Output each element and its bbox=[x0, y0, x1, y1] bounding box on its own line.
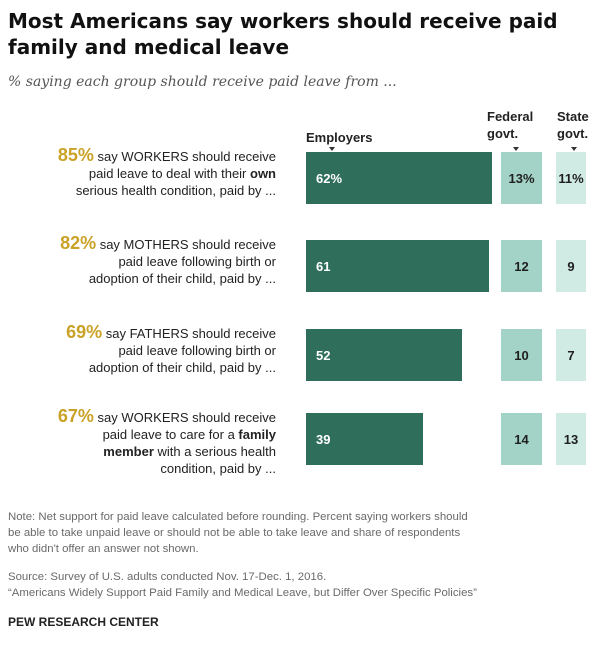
row-label-line: 67% say WORKERS should receive bbox=[58, 406, 276, 426]
bar-federal bbox=[501, 240, 542, 292]
row-support-pct: 85% bbox=[58, 145, 94, 165]
bar-value-federal: 14 bbox=[514, 432, 529, 447]
row-label-line: condition, paid by ... bbox=[160, 461, 276, 476]
bar-federal bbox=[501, 413, 542, 465]
bar-value-employers: 62% bbox=[316, 171, 342, 186]
chart-source: Source: Survey of U.S. adults conducted … bbox=[8, 569, 594, 601]
column-header-state: govt. bbox=[557, 126, 588, 141]
bar-employers bbox=[306, 152, 492, 204]
bar-federal bbox=[501, 152, 542, 204]
row-label-line: adoption of their child, paid by ... bbox=[89, 360, 276, 375]
bar-value-state: 9 bbox=[567, 259, 574, 274]
bar-employers bbox=[306, 413, 423, 465]
row-support-pct: 67% bbox=[58, 406, 94, 426]
column-header-state: State bbox=[557, 109, 589, 124]
column-arrow-icon bbox=[571, 147, 577, 151]
chart-note: Note: Net support for paid leave calcula… bbox=[8, 509, 594, 557]
source-line: “Americans Widely Support Paid Family an… bbox=[8, 587, 477, 599]
row-label-line: serious health condition, paid by ... bbox=[76, 183, 276, 198]
chart-subtitle: % saying each group should receive paid … bbox=[8, 74, 397, 90]
chart-area: Employers Federal govt. State govt. 85% say W… bbox=[58, 109, 589, 476]
source-line: Source: Survey of U.S. adults conducted … bbox=[8, 571, 327, 583]
bar-federal bbox=[501, 329, 542, 381]
column-arrow-icon bbox=[513, 147, 519, 151]
bar-employers bbox=[306, 329, 462, 381]
row-label-line: paid leave to deal with their own bbox=[89, 166, 276, 181]
row-label-line: paid leave following birth or bbox=[118, 343, 276, 358]
row-label-line: paid leave to care for a family bbox=[103, 427, 277, 442]
row-support-pct: 69% bbox=[66, 322, 102, 342]
row-support-pct: 82% bbox=[60, 233, 96, 253]
column-header-federal: Federal bbox=[487, 109, 533, 124]
column-header-federal: govt. bbox=[487, 126, 518, 141]
bar-value-employers: 52 bbox=[316, 348, 330, 363]
column-header-employers: Employers bbox=[306, 130, 372, 145]
row-label-line: 85% say WORKERS should receive bbox=[58, 145, 276, 165]
brand-logo-text: PEW RESEARCH CENTER bbox=[8, 615, 159, 629]
note-line: Note: Net support for paid leave calcula… bbox=[8, 511, 468, 523]
bar-value-state: 13 bbox=[564, 432, 578, 447]
row-label-line: adoption of their child, paid by ... bbox=[89, 271, 276, 286]
bar-state bbox=[556, 329, 586, 381]
bar-value-employers: 39 bbox=[316, 432, 330, 447]
bar-state bbox=[556, 240, 586, 292]
row-label-line: paid leave following birth or bbox=[118, 254, 276, 269]
bar-value-federal: 13% bbox=[508, 171, 534, 186]
note-line: be able to take unpaid leave or should n… bbox=[8, 527, 461, 539]
bar-value-federal: 10 bbox=[514, 348, 528, 363]
bar-state bbox=[556, 152, 586, 204]
bar-employers bbox=[306, 240, 489, 292]
row-label-line: member with a serious health bbox=[103, 444, 276, 459]
bar-value-state: 11% bbox=[558, 171, 584, 186]
column-arrow-icon bbox=[329, 147, 335, 151]
chart-title: Most Americans say workers should receiv… bbox=[8, 9, 558, 59]
row-label-line: 82% say MOTHERS should receive bbox=[60, 233, 276, 253]
row-label-line: 69% say FATHERS should receive bbox=[66, 322, 276, 342]
note-line: who didn't offer an answer not shown. bbox=[8, 543, 199, 555]
bar-state bbox=[556, 413, 586, 465]
bar-value-employers: 61 bbox=[316, 259, 330, 274]
bar-value-federal: 12 bbox=[514, 259, 528, 274]
bar-value-state: 7 bbox=[567, 348, 574, 363]
